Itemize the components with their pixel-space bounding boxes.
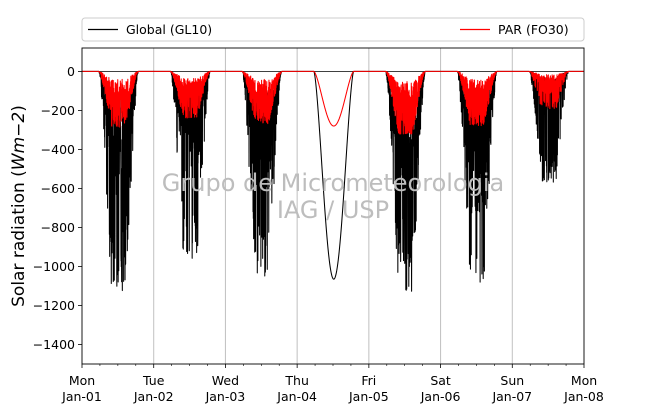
x-tick-label-day: Sun [500,373,524,388]
x-tick-label-date: Jan-05 [348,389,389,404]
y-tick-label: −600 [41,181,75,196]
x-tick-label-day: Sat [430,373,451,388]
y-axis-label: Solar radiation (Wm−2) [9,105,29,307]
x-tick-label-day: Mon [571,373,597,388]
x-tick-label-day: Fri [361,373,376,388]
x-tick-label-date: Jan-08 [563,389,604,404]
watermark-line-2: IAG / USP [277,196,389,224]
x-tick-label-date: Jan-02 [133,389,174,404]
x-tick-label-day: Mon [69,373,95,388]
y-tick-label: −400 [41,142,75,157]
watermark-line-1: Grupo de Micrometeorologia [162,169,504,197]
x-tick-label-date: Jan-06 [420,389,461,404]
y-tick-label: −800 [41,220,75,235]
axes: 0−200−400−600−800−1000−1200−1400MonJan-0… [33,64,604,404]
series-line-par [81,70,585,135]
y-axis-label-prefix: Solar radiation ( [9,170,29,307]
x-tick-label-day: Tue [142,373,165,388]
y-tick-label: −1400 [33,337,75,352]
x-tick-label-day: Thu [284,373,308,388]
x-tick-label-date: Jan-03 [205,389,246,404]
y-tick-label: −200 [41,103,75,118]
y-tick-label: 0 [67,64,75,79]
x-tick-label-date: Jan-04 [276,389,317,404]
legend: Global (GL10) PAR (FO30) [81,17,585,42]
series-group [81,70,585,292]
grid-lines [153,48,513,364]
legend-frame [81,17,585,42]
x-tick-label-date: Jan-07 [491,389,532,404]
y-axis-label-suffix: ) [9,105,29,112]
y-tick-label: −1000 [33,259,75,274]
x-tick-label-date: Jan-01 [61,389,102,404]
legend-label-par: PAR (FO30) [498,22,569,37]
legend-label-global: Global (GL10) [126,22,212,37]
plot-background [82,48,584,364]
y-tick-label: −1200 [33,298,75,313]
y-axis-label-math: Wm−2 [9,112,29,170]
x-tick-label-day: Wed [212,373,239,388]
